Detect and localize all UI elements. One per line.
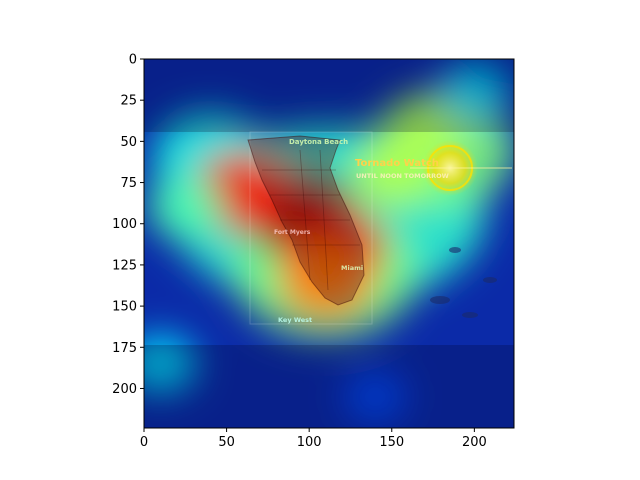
island-marks: [430, 247, 497, 318]
heat-hotspot-6: [146, 175, 224, 239]
heat-hotspot-7: [438, 62, 510, 122]
subline-label: UNTIL NOON TOMORROW: [356, 172, 449, 180]
x-tick-label-3: 150: [379, 435, 404, 450]
plot-area: Daytona Beach Tornado Watch UNTIL NOON T…: [144, 59, 514, 428]
x-tick-label-4: 200: [462, 435, 487, 450]
heatmap-layer: [144, 62, 514, 423]
x-tick-label-0: 0: [140, 435, 148, 450]
y-tick-label-3: 75: [120, 176, 137, 191]
heat-hotspot-9: [144, 334, 197, 393]
heat-hotspot-3: [278, 242, 373, 321]
x-tick-label-1: 50: [218, 435, 235, 450]
y-tick-label-2: 50: [120, 135, 137, 150]
axes-frame: [143, 58, 515, 429]
y-tick-label-7: 175: [112, 341, 137, 356]
peninsula-shape: [247, 135, 365, 306]
y-tick-label-5: 125: [112, 258, 137, 273]
city-label-miami: Miami: [341, 264, 363, 272]
y-tick-label-0: 0: [129, 53, 137, 68]
city-label-fort-myers: Fort Myers: [274, 229, 311, 236]
station-label: Daytona Beach: [289, 138, 348, 146]
heat-hotspot-5: [350, 140, 434, 209]
x-tick-label-2: 100: [297, 435, 322, 450]
y-tick-label-6: 150: [112, 300, 137, 315]
x-axis: 0 50 100 150 200: [140, 428, 487, 450]
county-lines: [262, 149, 360, 291]
city-label-key-west: Key West: [278, 316, 312, 324]
y-tick-label-4: 100: [112, 217, 137, 232]
map-inset: [249, 131, 373, 325]
top-band: [144, 59, 514, 132]
headline-label: Tornado Watch: [355, 158, 439, 169]
heat-hotspot-8: [343, 371, 407, 423]
bottom-band: [144, 345, 514, 428]
y-tick-label-1: 25: [120, 94, 137, 109]
y-tick-label-8: 200: [112, 382, 137, 397]
y-axis: 0 25 50 75 100 125 150 175 200: [112, 53, 144, 397]
